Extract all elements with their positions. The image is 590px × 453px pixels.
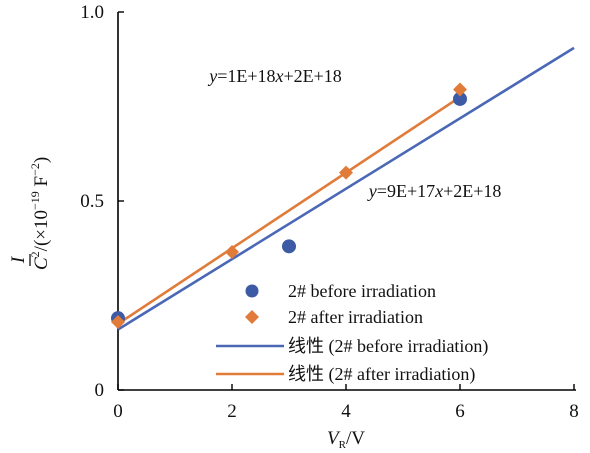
point-after-irradiation: [225, 245, 239, 260]
fit-line-after: [117, 95, 461, 325]
fit-line-before: [117, 46, 575, 331]
point-after-irradiation: [453, 82, 467, 97]
legend: 2# before irradiation 2# after irradiatio…: [216, 281, 488, 385]
y-tick-label: 1.0: [80, 2, 104, 23]
x-axis-title: VR/V: [327, 428, 365, 451]
data-points: [111, 82, 467, 329]
x-tick-label: 4: [341, 401, 351, 422]
equation-before: y=9E+17x+2E+18: [367, 181, 502, 201]
legend-marker-after: [245, 310, 259, 324]
x-tick-label: 0: [113, 401, 123, 422]
legend-marker-before: [245, 284, 259, 298]
legend-label: 线性 (2# after irradiation): [288, 364, 475, 385]
legend-label: 线性 (2# before irradiation): [288, 336, 488, 357]
annotations: y=1E+18x+2E+18 y=9E+17x+2E+18: [207, 66, 501, 201]
legend-label: 2# before irradiation: [288, 281, 436, 301]
equation-after: y=1E+18x+2E+18: [207, 66, 342, 86]
x-tick-label: 2: [227, 401, 237, 422]
y-axis-title-denominator: C2/(×10−19 F−2): [28, 157, 52, 270]
legend-label: 2# after irradiation: [288, 307, 423, 327]
y-axis-title: I C2/(×10−19 F−2): [8, 157, 52, 270]
x-tick-label: 8: [569, 401, 579, 422]
point-after-irradiation: [339, 165, 353, 180]
fit-lines: [117, 46, 575, 331]
ticks: 0 2 4 6 8 0 0.5 1.0: [80, 2, 579, 422]
point-before-irradiation: [453, 91, 467, 106]
y-axis-title-numerator: I: [8, 255, 29, 264]
y-tick-label: 0: [95, 380, 105, 401]
point-after-irradiation: [111, 314, 125, 329]
point-before-irradiation: [282, 239, 296, 254]
y-tick-label: 0.5: [80, 191, 104, 212]
x-tick-label: 6: [455, 401, 465, 422]
